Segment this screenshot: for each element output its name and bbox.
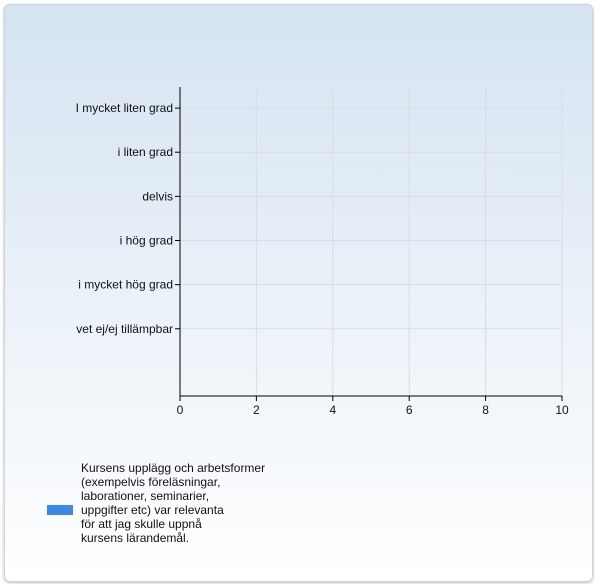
bar-chart: I mycket liten grad i liten grad delvis i h… [76, 87, 569, 417]
x-tick-label: 4 [329, 403, 336, 417]
x-tick-label: 10 [555, 403, 569, 417]
chart-panel: I mycket liten grad i liten grad delvis i h… [4, 4, 593, 582]
y-tick-label: vet ej/ej tillämpbar [76, 322, 173, 336]
x-tick-label: 6 [406, 403, 413, 417]
legend-swatch [47, 505, 73, 515]
legend-label: Kursens upplägg och arbetsformer (exempe… [81, 461, 266, 545]
y-tick-label: i mycket hög grad [78, 278, 173, 292]
legend: Kursens upplägg och arbetsformer (exempe… [43, 457, 583, 577]
y-tick-label: i hög grad [120, 234, 173, 248]
y-tick-label: delvis [142, 189, 173, 203]
x-tick-label: 0 [177, 403, 184, 417]
x-tick-label: 2 [253, 403, 260, 417]
x-tick-label: 8 [482, 403, 489, 417]
y-tick-label: I mycket liten grad [76, 101, 173, 115]
y-tick-label: i liten grad [118, 145, 173, 159]
